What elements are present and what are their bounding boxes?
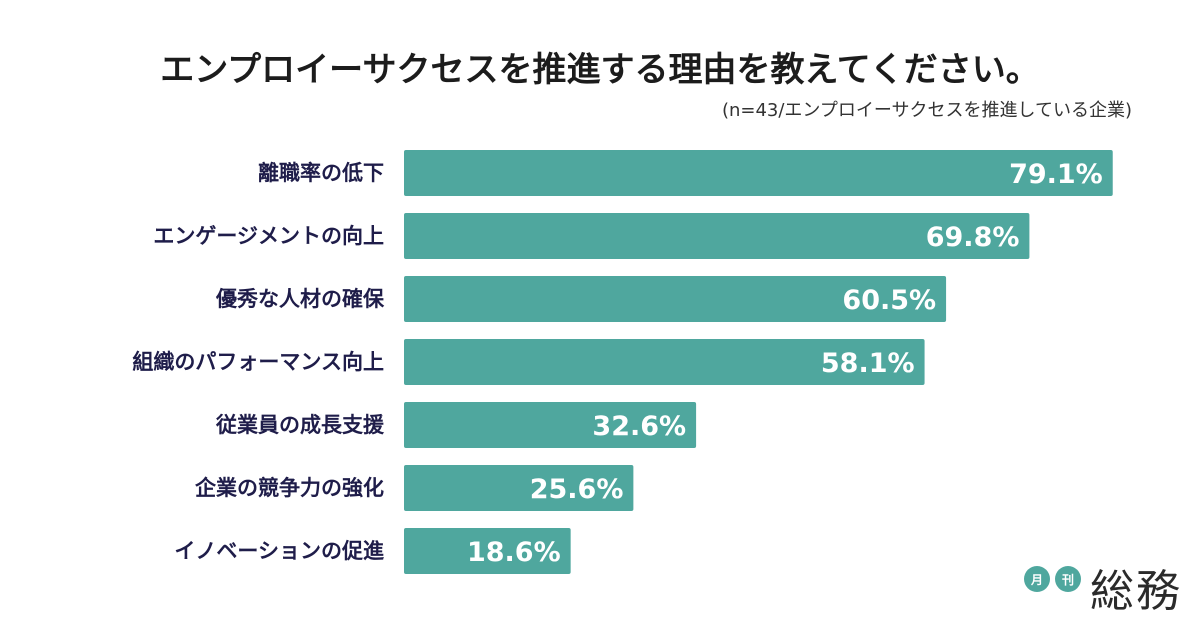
category-label-0: 離職率の低下	[258, 161, 384, 185]
bar-6	[404, 528, 571, 574]
category-label-2: 優秀な人材の確保	[215, 287, 385, 311]
value-label-1: 69.8%	[926, 222, 1020, 253]
value-label-5: 25.6%	[530, 474, 624, 505]
value-label-3: 58.1%	[821, 348, 915, 379]
value-label-4: 32.6%	[592, 411, 686, 442]
bar-2	[404, 276, 947, 322]
chart-title: エンプロイーサクセスを推進する理由を教えてください。	[160, 50, 1040, 90]
brand-name: 総務	[1090, 566, 1182, 617]
bar-4	[404, 402, 697, 448]
value-label-2: 60.5%	[842, 285, 936, 316]
category-label-6: イノベーションの促進	[174, 539, 384, 563]
category-label-3: 組織のパフォーマンス向上	[132, 350, 384, 374]
category-label-4: 従業員の成長支援	[215, 413, 385, 437]
category-label-5: 企業の競争力の強化	[194, 476, 384, 500]
category-label-1: エンゲージメントの向上	[153, 224, 384, 248]
bar-1	[404, 213, 1030, 259]
brand-badge-month: 月	[1024, 566, 1050, 592]
brand-logo: 月 刊 総務	[1024, 566, 1182, 614]
chart-subtitle: (n=43/エンプロイーサクセスを推進している企業)	[721, 100, 1132, 121]
brand-badge-issue: 刊	[1055, 566, 1081, 592]
value-label-0: 79.1%	[1009, 159, 1103, 190]
bar-3	[404, 339, 925, 385]
bar-5	[404, 465, 634, 511]
bar-0	[404, 150, 1113, 196]
value-label-6: 18.6%	[467, 537, 561, 568]
